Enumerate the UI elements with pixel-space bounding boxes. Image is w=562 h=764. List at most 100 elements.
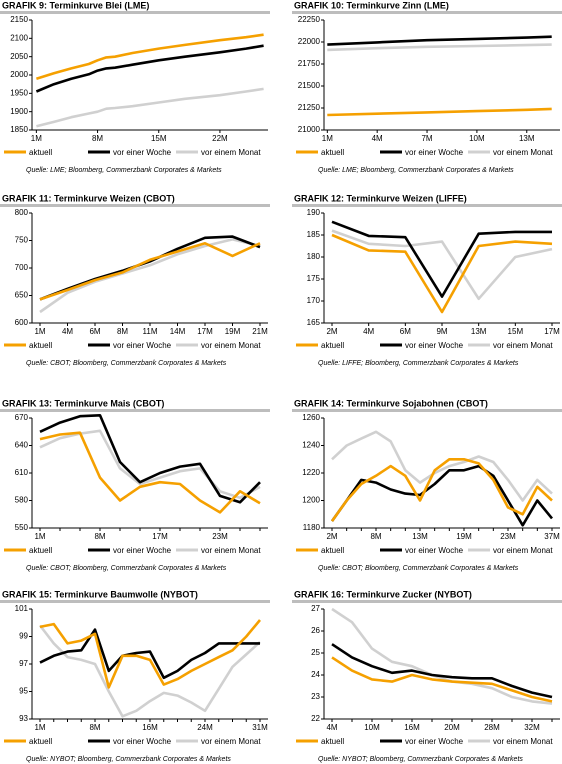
x-tick-label: 13M — [412, 532, 428, 541]
y-tick-label: 2100 — [10, 33, 28, 42]
x-tick-label: 2M — [326, 327, 337, 336]
series-line — [35, 44, 264, 93]
legend-label: vor einer Woche — [405, 341, 464, 350]
series-line — [39, 414, 261, 504]
y-tick-label: 23 — [311, 692, 320, 701]
title-rule — [292, 409, 562, 412]
legend-label: vor einem Monat — [493, 546, 553, 555]
y-tick-label: 1240 — [302, 441, 320, 450]
y-tick-label: 22000 — [298, 37, 321, 46]
y-tick-label: 93 — [19, 714, 28, 723]
y-tick-label: 2050 — [10, 52, 28, 61]
legend-label: vor einer Woche — [405, 148, 464, 157]
y-tick-label: 101 — [15, 604, 29, 613]
y-tick-label: 175 — [307, 274, 321, 283]
y-tick-label: 580 — [15, 496, 29, 505]
x-tick-label: 24M — [197, 723, 213, 732]
series-line — [331, 233, 553, 314]
y-tick-label: 22250 — [298, 15, 321, 24]
x-tick-label: 7M — [421, 134, 432, 143]
x-tick-label: 8M — [370, 532, 381, 541]
series-line — [331, 220, 552, 298]
series-line — [330, 458, 553, 522]
y-tick-label: 97 — [19, 659, 28, 668]
source-note: Quelle: CBOT; Bloomberg, Commerzbank Cor… — [318, 565, 519, 572]
series-line — [331, 229, 553, 301]
series-line — [36, 33, 264, 80]
y-tick-label: 190 — [307, 208, 321, 217]
x-tick-label: 10M — [364, 723, 380, 732]
y-tick-label: 1180 — [303, 523, 321, 532]
y-tick-label: 550 — [15, 523, 29, 532]
source-note: Quelle: CBOT; Bloomberg, Commerzbank Cor… — [26, 360, 227, 367]
series-line — [327, 107, 552, 117]
x-tick-label: 15M — [151, 134, 167, 143]
y-tick-label: 1900 — [10, 107, 28, 116]
legend-label: vor einer Woche — [113, 341, 172, 350]
chart-title: GRAFIK 10: Terminkurve Zinn (LME) — [294, 0, 449, 10]
y-tick-label: 700 — [15, 263, 29, 272]
series-line — [39, 628, 260, 680]
x-tick-label: 15M — [508, 327, 524, 336]
x-tick-label: 14M — [170, 327, 186, 336]
x-tick-label: 20M — [444, 723, 460, 732]
source-note: Quelle: CBOT; Bloomberg, Commerzbank Cor… — [26, 565, 227, 572]
y-tick-label: 610 — [15, 468, 29, 477]
series-line — [331, 430, 553, 502]
y-tick-label: 1850 — [10, 125, 28, 134]
x-tick-label: 23M — [500, 532, 516, 541]
x-tick-label: 1M — [34, 532, 45, 541]
x-tick-label: 16M — [142, 723, 158, 732]
y-tick-label: 1260 — [302, 413, 320, 422]
title-rule — [292, 600, 562, 603]
chart-title: GRAFIK 15: Terminkurve Baumwolle (NYBOT) — [2, 589, 198, 599]
legend-label: vor einer Woche — [405, 546, 464, 555]
chart-title: GRAFIK 13: Terminkurve Mais (CBOT) — [2, 398, 164, 408]
legend-label: vor einem Monat — [493, 341, 553, 350]
y-tick-label: 22 — [311, 714, 320, 723]
x-tick-label: 8M — [89, 723, 100, 732]
legend-label: aktuell — [29, 546, 52, 555]
series-line — [39, 429, 261, 500]
x-tick-label: 1M — [322, 134, 333, 143]
x-tick-label: 6M — [89, 327, 100, 336]
y-tick-label: 750 — [15, 236, 29, 245]
y-tick-label: 165 — [307, 318, 321, 327]
series-line — [327, 35, 552, 46]
x-tick-label: 31M — [252, 723, 268, 732]
x-tick-label: 8M — [92, 134, 103, 143]
legend-label: aktuell — [321, 546, 344, 555]
legend-label: aktuell — [321, 148, 344, 157]
y-tick-label: 2150 — [10, 15, 28, 24]
y-tick-label: 1950 — [10, 88, 28, 97]
x-tick-label: 16M — [404, 723, 420, 732]
y-tick-label: 99 — [19, 632, 28, 641]
title-rule — [292, 204, 562, 207]
x-tick-label: 17M — [544, 327, 560, 336]
source-note: Quelle: LME; Bloomberg, Commerzbank Corp… — [318, 167, 514, 174]
legend-label: vor einer Woche — [405, 737, 464, 746]
x-tick-label: 17M — [152, 532, 168, 541]
series-line — [327, 43, 552, 52]
source-note: Quelle: LME; Bloomberg, Commerzbank Corp… — [26, 167, 222, 174]
y-tick-label: 21250 — [298, 103, 321, 112]
y-tick-label: 26 — [311, 626, 320, 635]
title-rule — [0, 204, 270, 207]
title-rule — [292, 11, 562, 14]
y-tick-label: 95 — [19, 687, 28, 696]
x-tick-label: 4M — [372, 134, 383, 143]
x-tick-label: 1M — [34, 327, 45, 336]
legend-label: aktuell — [321, 341, 344, 350]
x-tick-label: 2M — [326, 532, 337, 541]
chart-title: GRAFIK 12: Terminkurve Weizen (LIFFE) — [294, 193, 467, 203]
y-tick-label: 27 — [311, 604, 320, 613]
series-line — [36, 87, 264, 128]
x-tick-label: 4M — [363, 327, 374, 336]
x-tick-label: 22M — [212, 134, 228, 143]
y-tick-label: 170 — [307, 296, 321, 305]
y-tick-label: 650 — [15, 291, 29, 300]
legend-label: vor einer Woche — [113, 737, 172, 746]
x-tick-label: 1M — [34, 723, 45, 732]
series-line — [38, 624, 261, 718]
